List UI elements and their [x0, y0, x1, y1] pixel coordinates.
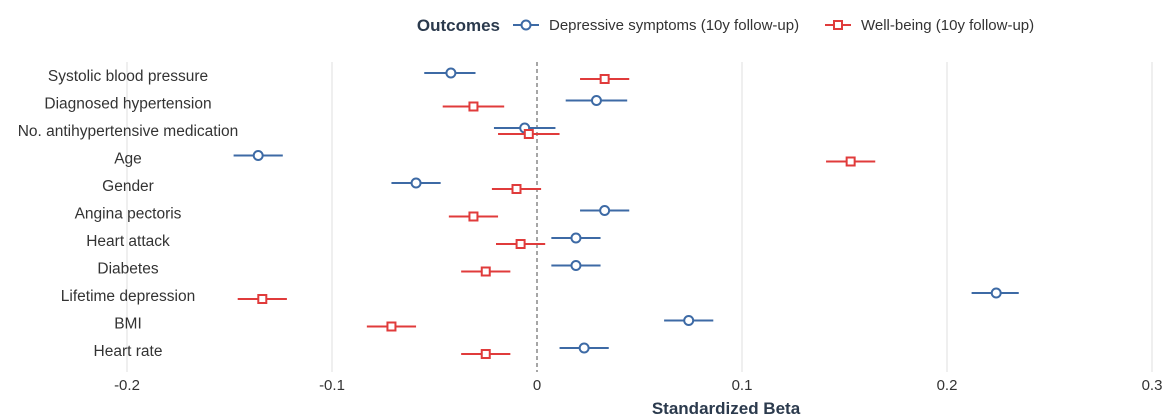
legend-label: Depressive symptoms (10y follow-up) [549, 17, 799, 34]
x-tick-label: 0 [533, 377, 541, 394]
estimate-point [570, 232, 582, 244]
estimate-point [386, 321, 397, 332]
y-category-label: Angina pectoris [75, 206, 182, 223]
estimate-point [252, 150, 264, 161]
series-marks [233, 67, 1019, 359]
gridlines [126, 62, 1153, 372]
x-tick-label: 0.1 [732, 377, 753, 394]
estimate-point [570, 260, 582, 271]
estimate-point [468, 101, 479, 112]
estimate-point [990, 287, 1002, 299]
estimate-point [480, 349, 491, 359]
legend-square-marker [833, 20, 843, 30]
legend-circle-marker [520, 19, 532, 31]
y-category-label: Diabetes [97, 261, 158, 278]
x-tick-label: -0.1 [319, 377, 345, 394]
x-tick-label: 0.3 [1142, 377, 1163, 394]
estimate-point [590, 95, 602, 106]
y-category-label: Age [114, 151, 142, 168]
estimate-point [445, 67, 457, 79]
estimate-point [523, 129, 534, 139]
estimate-point [599, 74, 610, 84]
estimate-point [257, 294, 268, 304]
estimate-point [511, 184, 522, 194]
y-category-label: Diagnosed hypertension [44, 96, 211, 113]
y-category-label: BMI [114, 316, 142, 333]
estimate-point [845, 156, 856, 167]
x-axis-ticks: -0.2 -0.1 0 0.1 0.2 0.3 [114, 377, 1162, 394]
y-category-label: Systolic blood pressure [48, 68, 208, 85]
estimate-point [599, 205, 611, 216]
y-category-label: No. antihypertensive medication [18, 123, 239, 140]
y-category-label: Lifetime depression [61, 288, 195, 305]
y-axis-labels: Systolic blood pressure Diagnosed hyperte… [18, 68, 239, 360]
y-category-label: Heart attack [86, 233, 170, 250]
estimate-point [468, 211, 479, 222]
x-tick-label: 0.2 [937, 377, 958, 394]
y-category-label: Gender [102, 178, 154, 195]
x-axis-label: Standardized Beta [652, 399, 801, 418]
estimate-point [480, 266, 491, 277]
y-category-label: Heart rate [94, 343, 163, 360]
estimate-point [410, 177, 422, 189]
legend-title: Outcomes [417, 16, 500, 35]
estimate-point [683, 315, 695, 326]
estimate-point [578, 342, 590, 354]
estimate-point [515, 239, 526, 249]
legend: Outcomes Depressive symptoms (10y follow… [417, 16, 1034, 35]
x-tick-label: -0.2 [114, 377, 140, 394]
legend-label: Well-being (10y follow-up) [861, 17, 1034, 34]
